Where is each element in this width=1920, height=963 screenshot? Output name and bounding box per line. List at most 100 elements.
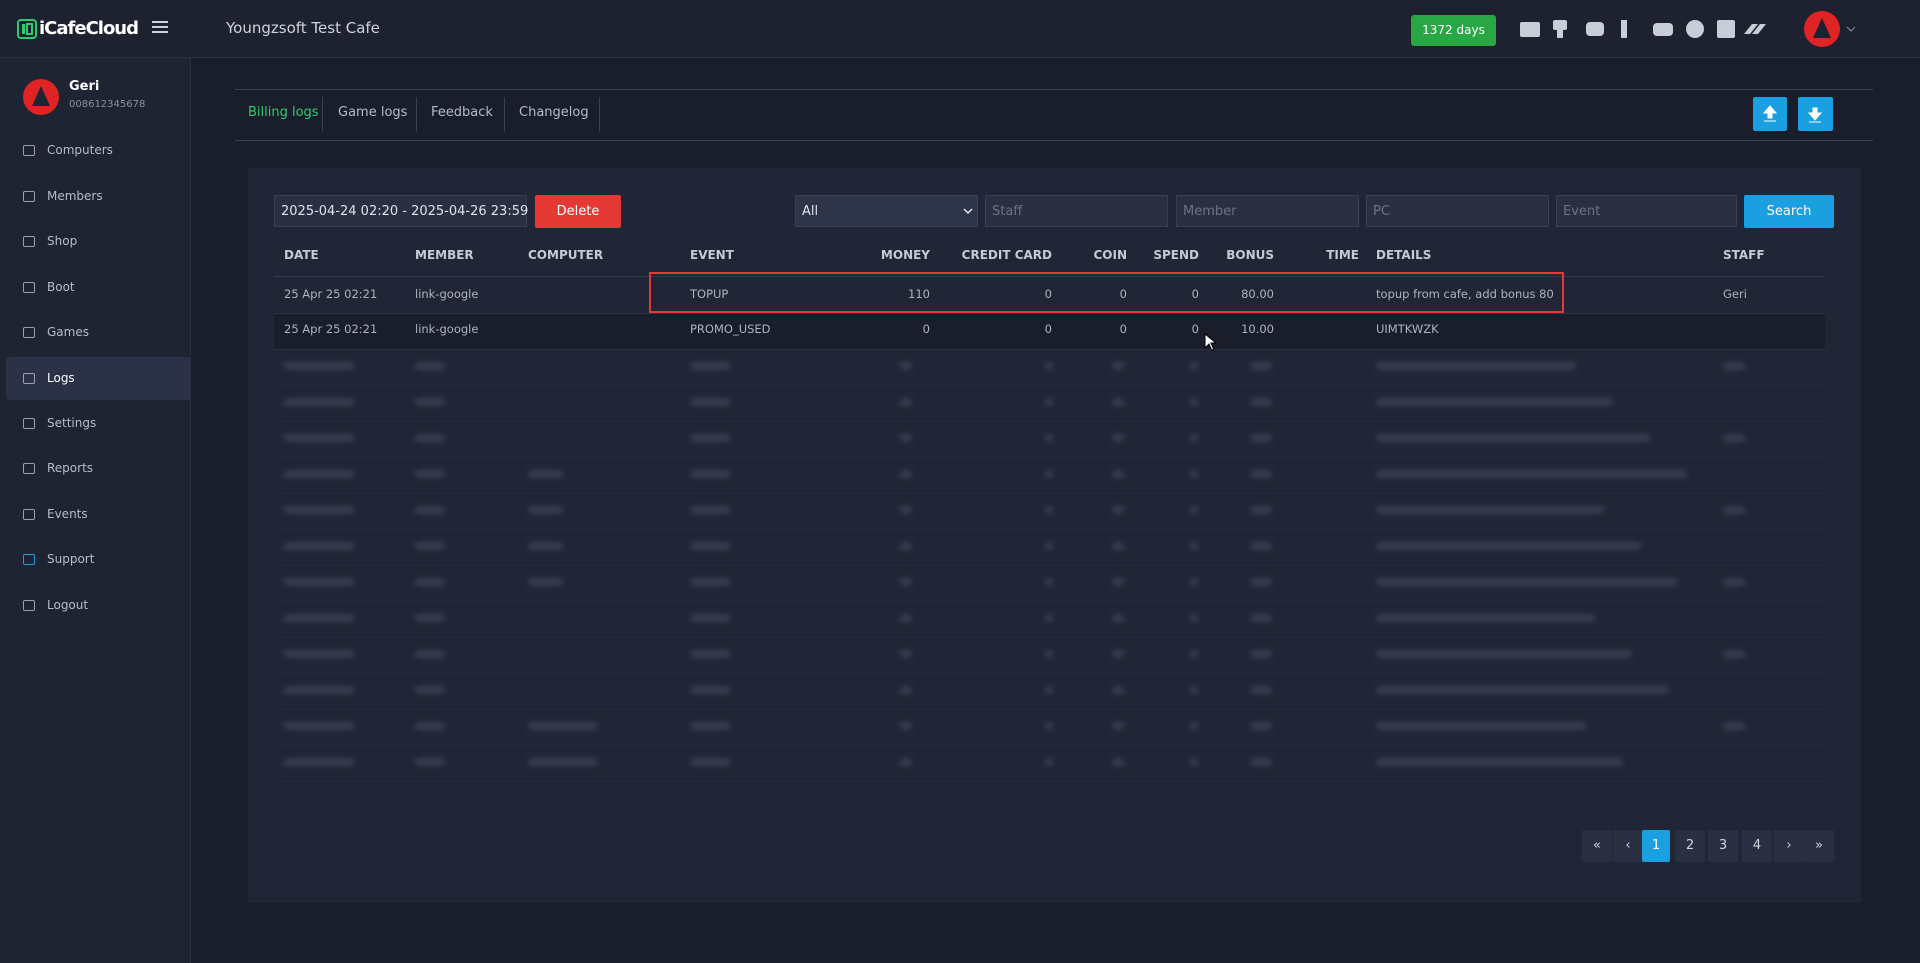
menu-item[interactable]: Computers <box>47 143 113 157</box>
blurred-cell <box>1112 614 1124 622</box>
blurred-cell <box>1376 722 1586 730</box>
menu-toggle[interactable] <box>152 19 170 35</box>
menu-item[interactable]: Logout <box>47 598 89 612</box>
brand: iCafeCloud <box>39 18 139 39</box>
cell: PROMO_USED <box>690 322 771 336</box>
search-button[interactable]: Search <box>1744 195 1834 228</box>
page-button[interactable]: 4 <box>1742 830 1772 862</box>
blurred-cell <box>415 470 445 478</box>
page-button[interactable]: 3 <box>1708 830 1738 862</box>
cell: TOPUP <box>690 287 729 301</box>
tab[interactable]: Feedback <box>431 105 493 120</box>
menu-item[interactable]: Members <box>47 189 103 203</box>
blurred-cell <box>1250 434 1272 442</box>
blurred-cell <box>1112 578 1124 586</box>
days-badge: 1372 days <box>1411 15 1496 46</box>
page-button[interactable]: 2 <box>1675 830 1705 862</box>
blurred-cell <box>690 434 730 442</box>
blurred-cell <box>900 542 912 550</box>
cell: link-google <box>415 287 479 301</box>
menu-item[interactable]: Games <box>47 325 89 339</box>
menu-item[interactable]: Boot <box>47 280 75 294</box>
pc-input[interactable]: PC <box>1366 195 1549 227</box>
page-button[interactable]: › <box>1774 830 1804 862</box>
blurred-cell <box>900 398 912 406</box>
blurred-cell <box>1112 362 1124 370</box>
page-button[interactable]: « <box>1582 830 1612 862</box>
blurred-cell <box>1112 722 1124 730</box>
column-header: MONEY <box>880 248 930 262</box>
tab[interactable]: Changelog <box>519 105 589 120</box>
blurred-cell <box>1250 470 1272 478</box>
blurred-cell <box>415 398 445 406</box>
blurred-cell <box>690 362 730 370</box>
staff-input[interactable]: Staff <box>985 195 1168 227</box>
menu-item[interactable]: Settings <box>47 416 97 430</box>
cell: 110 <box>908 287 930 301</box>
column-header: COIN <box>1093 248 1127 262</box>
delete-button[interactable]: Delete <box>535 195 621 228</box>
blurred-cell <box>1045 506 1053 514</box>
tab[interactable]: Billing logs <box>248 105 319 120</box>
blurred-cell <box>1376 506 1604 514</box>
blurred-cell <box>1190 650 1198 658</box>
type-select[interactable]: All <box>795 195 978 227</box>
blurred-cell <box>1190 398 1198 406</box>
blurred-cell <box>415 722 445 730</box>
menu-item[interactable]: Events <box>47 507 88 521</box>
blurred-cell <box>284 506 354 514</box>
blurred-cell <box>1045 686 1053 694</box>
menu-item[interactable]: Logs <box>47 371 75 385</box>
menu-item[interactable]: Support <box>47 552 95 566</box>
date-range[interactable]: 2025-04-24 02:20 - 2025-04-26 23:59 <box>274 195 528 227</box>
blurred-cell <box>1250 362 1272 370</box>
blurred-cell <box>900 362 912 370</box>
column-header: MEMBER <box>415 248 474 262</box>
page-button[interactable]: ‹ <box>1613 830 1643 862</box>
blurred-cell <box>1250 398 1272 406</box>
social-icons <box>1520 20 1766 38</box>
blurred-cell <box>690 506 730 514</box>
menu-icon <box>23 554 35 565</box>
sidebar <box>0 0 191 963</box>
blurred-cell <box>415 542 445 550</box>
page-button[interactable]: 1 <box>1642 830 1670 862</box>
event-input[interactable]: Event <box>1556 195 1737 227</box>
blurred-cell <box>1045 362 1053 370</box>
blurred-cell <box>415 614 445 622</box>
blurred-cell <box>284 362 354 370</box>
blurred-cell <box>1190 470 1198 478</box>
blurred-cell <box>690 758 730 766</box>
menu-item[interactable]: Shop <box>47 234 78 248</box>
blurred-cell <box>1045 650 1053 658</box>
blurred-cell <box>284 650 354 658</box>
blurred-cell <box>1376 614 1595 622</box>
row-rule <box>274 421 1825 422</box>
blurred-cell <box>415 362 445 370</box>
row-rule <box>274 709 1825 710</box>
tab[interactable]: Game logs <box>338 105 408 120</box>
row-rule <box>274 385 1825 386</box>
blurred-cell <box>415 686 445 694</box>
page-button[interactable]: » <box>1804 830 1834 862</box>
blurred-cell <box>900 506 912 514</box>
blurred-cell <box>900 650 912 658</box>
member-input[interactable]: Member <box>1176 195 1359 227</box>
blurred-cell <box>1112 686 1124 694</box>
blurred-cell <box>1723 650 1745 658</box>
row-rule <box>274 745 1825 746</box>
blurred-cell <box>528 542 563 550</box>
cell: 0 <box>1119 287 1127 301</box>
menu-icon <box>23 373 35 384</box>
menu-item[interactable]: Reports <box>47 461 94 475</box>
highlight-box <box>649 272 1564 313</box>
account-menu[interactable] <box>1803 10 1863 48</box>
blurred-cell <box>284 578 354 586</box>
cell: 25 Apr 25 02:21 <box>284 322 378 336</box>
blurred-cell <box>1112 398 1124 406</box>
io-buttons[interactable] <box>1753 97 1835 132</box>
blurred-cell <box>1190 722 1198 730</box>
column-header: STAFF <box>1723 248 1765 262</box>
blurred-cell <box>528 506 563 514</box>
blurred-cell <box>900 758 912 766</box>
